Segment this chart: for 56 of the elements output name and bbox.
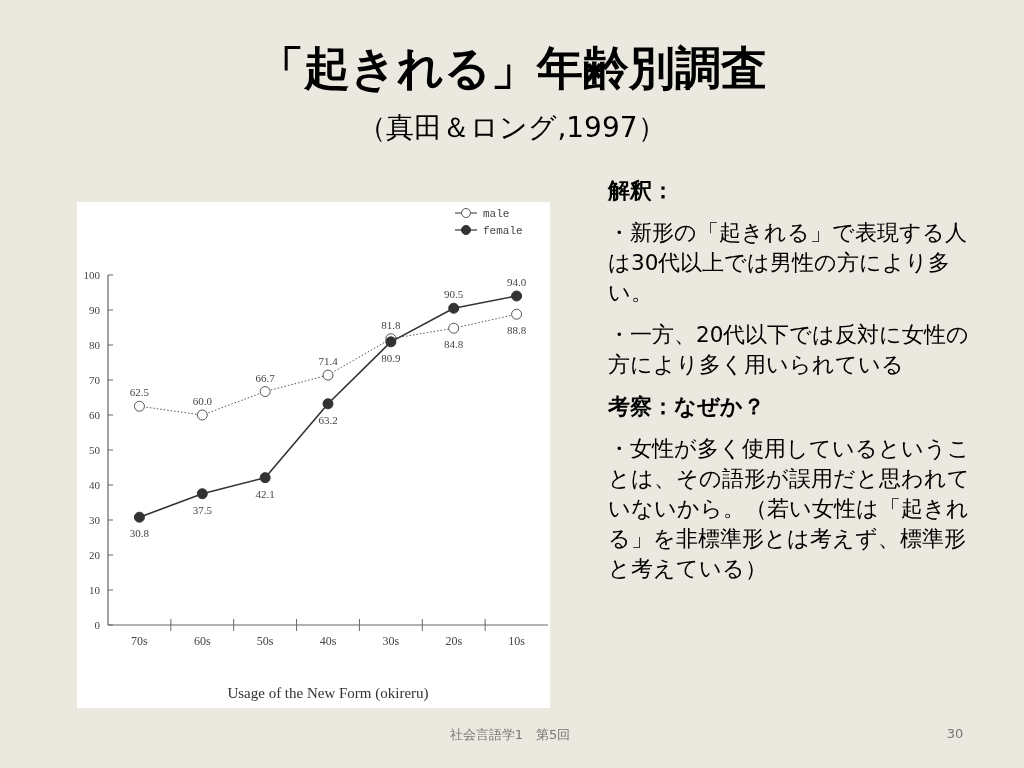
x-tick-label: 30s	[382, 634, 400, 648]
x-tick-label: 60s	[193, 634, 211, 648]
data-label: 37.5	[192, 503, 213, 516]
x-tick-label: 40s	[319, 634, 337, 648]
data-label: 90.5	[444, 288, 464, 301]
data-label: 80.9	[381, 351, 401, 364]
point	[196, 409, 208, 421]
data-label: 84.8	[444, 338, 464, 351]
point	[511, 290, 523, 302]
data-label: 30.8	[129, 527, 150, 540]
point	[511, 308, 523, 320]
point	[448, 302, 460, 314]
text: ・一方、20代以下では反対に女性の方により多く用いられている	[608, 321, 971, 379]
data-label: 63.2	[318, 413, 338, 426]
data-label: 81.8	[381, 318, 401, 331]
point	[133, 400, 145, 412]
y-tick-label: 70	[89, 374, 101, 386]
legend-label: male	[483, 208, 510, 220]
data-label: 94.0	[506, 276, 527, 288]
x-tick-label: 70s	[131, 634, 149, 648]
chart-subtitle: （真田＆ロング,1997）	[357, 110, 667, 146]
text: 考察：なぜか？	[608, 394, 765, 419]
x-axis-title: Usage of the New Form (okireru)	[227, 685, 429, 702]
y-tick-label: 50	[89, 444, 101, 456]
text: ・新形の「起きれる」で表現する人は30代以上では男性の方により多い。	[608, 219, 968, 307]
y-tick-label: 100	[83, 269, 101, 281]
y-tick-label: 20	[89, 549, 101, 561]
data-label: 88.8	[506, 324, 527, 337]
data-label: 42.1	[255, 487, 275, 500]
data-label: 71.4	[318, 355, 339, 368]
y-tick-label: 30	[89, 514, 101, 526]
text: 社会言語学1 第5回	[448, 726, 572, 744]
x-tick-label: 20s	[445, 634, 463, 648]
point	[448, 322, 460, 334]
data-label: 66.7	[255, 371, 276, 384]
point	[133, 511, 145, 523]
point	[322, 369, 334, 381]
y-tick-label: 80	[89, 339, 101, 351]
x-tick-label: 50s	[256, 634, 274, 648]
text: ・女性が多く使用しているということは、その語形が誤用だと思われていないから。（若い女性は「起きれる」を非標準形とは考えず、標準形と考えている）	[608, 435, 971, 583]
chart-title: 「起きれる」年齢別調査	[256, 40, 768, 97]
x-tick-label: 10s	[508, 634, 526, 648]
point	[322, 398, 334, 410]
y-tick-label: 10	[89, 584, 101, 596]
data-label: 62.5	[129, 386, 150, 399]
y-tick-label: 60	[89, 409, 101, 421]
data-label: 60.0	[192, 395, 213, 407]
point	[196, 488, 208, 500]
point	[259, 386, 271, 398]
text: 30	[945, 726, 965, 741]
legend-label: female	[483, 225, 523, 237]
y-tick-label: 90	[89, 304, 101, 316]
point	[259, 472, 271, 484]
text: 解釈：	[608, 178, 674, 203]
y-tick-label: 40	[89, 479, 101, 491]
y-tick-label: 0	[94, 619, 101, 631]
